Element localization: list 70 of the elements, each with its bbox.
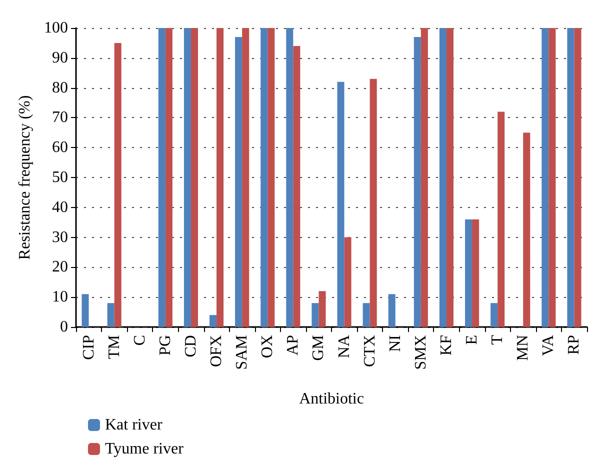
x-axis-title: Antibiotic: [299, 390, 364, 408]
legend-label: Tyume river: [105, 440, 184, 458]
bar: [260, 28, 268, 327]
x-tick-label: RP: [566, 334, 583, 355]
bar: [293, 46, 300, 327]
bar: [465, 219, 472, 327]
bar: [439, 28, 446, 327]
y-tick-label: 70: [52, 109, 68, 126]
y-tick-label: 20: [52, 258, 68, 276]
x-tick-label: MN: [514, 334, 532, 361]
x-tick-label: VA: [540, 334, 558, 356]
bar: [388, 294, 396, 327]
bar: [82, 294, 89, 327]
y-tick-label: 30: [52, 228, 68, 246]
legend-label: Kat river: [105, 416, 163, 434]
bar: [523, 132, 530, 327]
x-tick-label: CTX: [361, 334, 378, 367]
bar: [567, 28, 574, 327]
bar: [542, 28, 549, 327]
bar: [490, 303, 498, 327]
x-tick-label: OX: [259, 334, 276, 358]
x-tick-label: CIP: [80, 334, 98, 360]
x-tick-label: NI: [386, 335, 404, 352]
x-tick-label: C: [131, 335, 148, 346]
bar: [318, 291, 326, 327]
y-tick-label: 50: [52, 169, 68, 186]
x-tick-label: TM: [106, 335, 123, 359]
x-tick-label: CD: [182, 335, 200, 358]
bar: [158, 28, 166, 327]
bar: [107, 303, 114, 327]
bar: [165, 28, 172, 327]
y-tick-label: 100: [44, 20, 68, 36]
bar: [210, 315, 217, 327]
bar: [312, 303, 319, 327]
x-tick-label: SMX: [412, 334, 430, 370]
y-axis-title: Resistance frequency (%): [16, 95, 34, 260]
y-tick-label: 40: [52, 198, 68, 216]
bar: [286, 28, 294, 327]
bar: [344, 237, 352, 327]
bar: [235, 36, 242, 327]
y-tick-label: 90: [52, 49, 68, 66]
x-tick-label: E: [464, 335, 481, 345]
bar: [362, 303, 370, 327]
y-tick-label: 10: [52, 288, 68, 306]
y-tick-label: 0: [60, 318, 68, 336]
bar: [216, 28, 224, 327]
x-tick-label: T: [489, 334, 506, 345]
bar: [498, 112, 505, 327]
bar: [114, 42, 122, 327]
x-tick-label: PG: [156, 334, 174, 356]
bar: [190, 28, 198, 327]
y-tick-label: 60: [52, 139, 68, 156]
bar: [446, 28, 454, 327]
bar: [184, 28, 191, 327]
x-tick-label: KF: [438, 334, 455, 356]
bar: [268, 28, 275, 327]
x-tick-label: OFX: [208, 334, 226, 368]
bar: [370, 78, 377, 327]
bar: [574, 28, 582, 327]
y-tick-label: 80: [52, 79, 68, 96]
bar: [337, 82, 344, 327]
bar: [242, 28, 250, 327]
x-tick-label: GM: [310, 335, 328, 361]
x-tick-label: NA: [336, 334, 353, 358]
bar: [472, 219, 480, 327]
x-tick-label: AP: [284, 334, 302, 356]
x-tick-label: SAM: [234, 335, 251, 370]
bar: [548, 28, 556, 327]
bar: [414, 36, 421, 327]
bar: [420, 28, 428, 327]
